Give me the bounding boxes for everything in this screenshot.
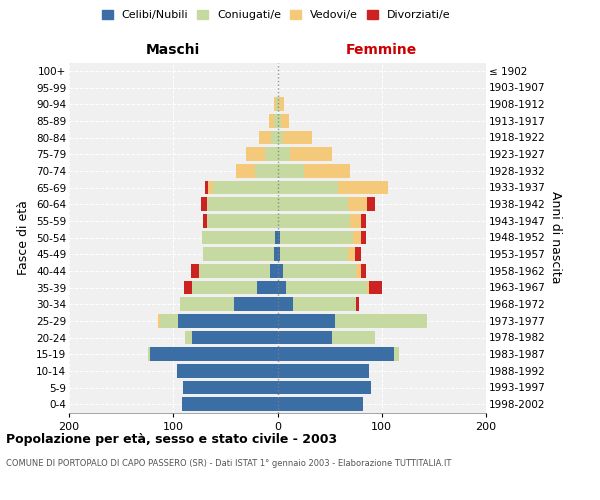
- Bar: [199, 264, 270, 278]
- Bar: [236, 164, 254, 177]
- Bar: [277, 180, 338, 194]
- Bar: [277, 164, 304, 177]
- Bar: [205, 180, 208, 194]
- Bar: [335, 314, 427, 328]
- Text: Popolazione per età, sesso e stato civile - 2003: Popolazione per età, sesso e stato civil…: [6, 432, 337, 446]
- Bar: [178, 364, 277, 378]
- Bar: [369, 280, 382, 294]
- Bar: [151, 348, 277, 361]
- Bar: [293, 298, 356, 311]
- Bar: [192, 330, 277, 344]
- Bar: [184, 280, 192, 294]
- Bar: [274, 248, 277, 261]
- Bar: [259, 130, 271, 144]
- Bar: [203, 214, 206, 228]
- Bar: [356, 298, 359, 311]
- Bar: [350, 214, 361, 228]
- Bar: [265, 148, 277, 161]
- Bar: [254, 164, 277, 177]
- Bar: [234, 298, 277, 311]
- Bar: [274, 114, 277, 128]
- Y-axis label: Anni di nascita: Anni di nascita: [549, 191, 562, 284]
- Bar: [349, 198, 367, 211]
- Bar: [202, 198, 206, 211]
- Bar: [361, 230, 366, 244]
- Bar: [158, 314, 160, 328]
- Bar: [277, 380, 371, 394]
- Text: Maschi: Maschi: [146, 44, 200, 58]
- Bar: [182, 398, 277, 411]
- Bar: [269, 114, 274, 128]
- Bar: [179, 298, 234, 311]
- Bar: [271, 130, 277, 144]
- Bar: [277, 248, 280, 261]
- Bar: [203, 248, 274, 261]
- Bar: [367, 198, 376, 211]
- Bar: [191, 264, 199, 278]
- Bar: [277, 280, 286, 294]
- Bar: [182, 380, 277, 394]
- Bar: [148, 348, 151, 361]
- Bar: [277, 114, 281, 128]
- Legend: Celibi/Nubili, Coniugati/e, Vedovi/e, Divorziati/e: Celibi/Nubili, Coniugati/e, Vedovi/e, Di…: [97, 6, 455, 25]
- Bar: [281, 114, 289, 128]
- Text: Femmine: Femmine: [346, 44, 418, 58]
- Bar: [277, 330, 332, 344]
- Text: COMUNE DI PORTOPALO DI CAPO PASSERO (SR) - Dati ISTAT 1° gennaio 2003 - Elaboraz: COMUNE DI PORTOPALO DI CAPO PASSERO (SR)…: [6, 459, 451, 468]
- Bar: [277, 130, 283, 144]
- Bar: [277, 398, 363, 411]
- Bar: [283, 264, 356, 278]
- Bar: [213, 180, 277, 194]
- Bar: [277, 98, 278, 111]
- Bar: [192, 280, 257, 294]
- Bar: [356, 264, 361, 278]
- Bar: [277, 148, 290, 161]
- Bar: [361, 214, 366, 228]
- Bar: [277, 264, 283, 278]
- Bar: [280, 248, 349, 261]
- Bar: [353, 230, 361, 244]
- Bar: [246, 148, 265, 161]
- Bar: [361, 264, 366, 278]
- Bar: [277, 348, 394, 361]
- Bar: [277, 364, 369, 378]
- Bar: [277, 314, 335, 328]
- Bar: [275, 230, 277, 244]
- Bar: [185, 330, 192, 344]
- Y-axis label: Fasce di età: Fasce di età: [17, 200, 31, 275]
- Bar: [367, 280, 369, 294]
- Bar: [277, 298, 293, 311]
- Bar: [277, 198, 349, 211]
- Bar: [274, 98, 277, 111]
- Bar: [286, 280, 367, 294]
- Bar: [332, 330, 376, 344]
- Bar: [349, 248, 355, 261]
- Bar: [277, 230, 280, 244]
- Bar: [355, 248, 361, 261]
- Bar: [290, 148, 332, 161]
- Bar: [257, 280, 277, 294]
- Bar: [277, 214, 350, 228]
- Bar: [280, 230, 353, 244]
- Bar: [283, 130, 312, 144]
- Bar: [278, 98, 284, 111]
- Bar: [338, 180, 388, 194]
- Bar: [206, 198, 277, 211]
- Bar: [206, 214, 277, 228]
- Bar: [178, 314, 277, 328]
- Bar: [304, 164, 350, 177]
- Bar: [202, 230, 275, 244]
- Bar: [160, 314, 178, 328]
- Bar: [208, 180, 213, 194]
- Bar: [270, 264, 277, 278]
- Bar: [394, 348, 400, 361]
